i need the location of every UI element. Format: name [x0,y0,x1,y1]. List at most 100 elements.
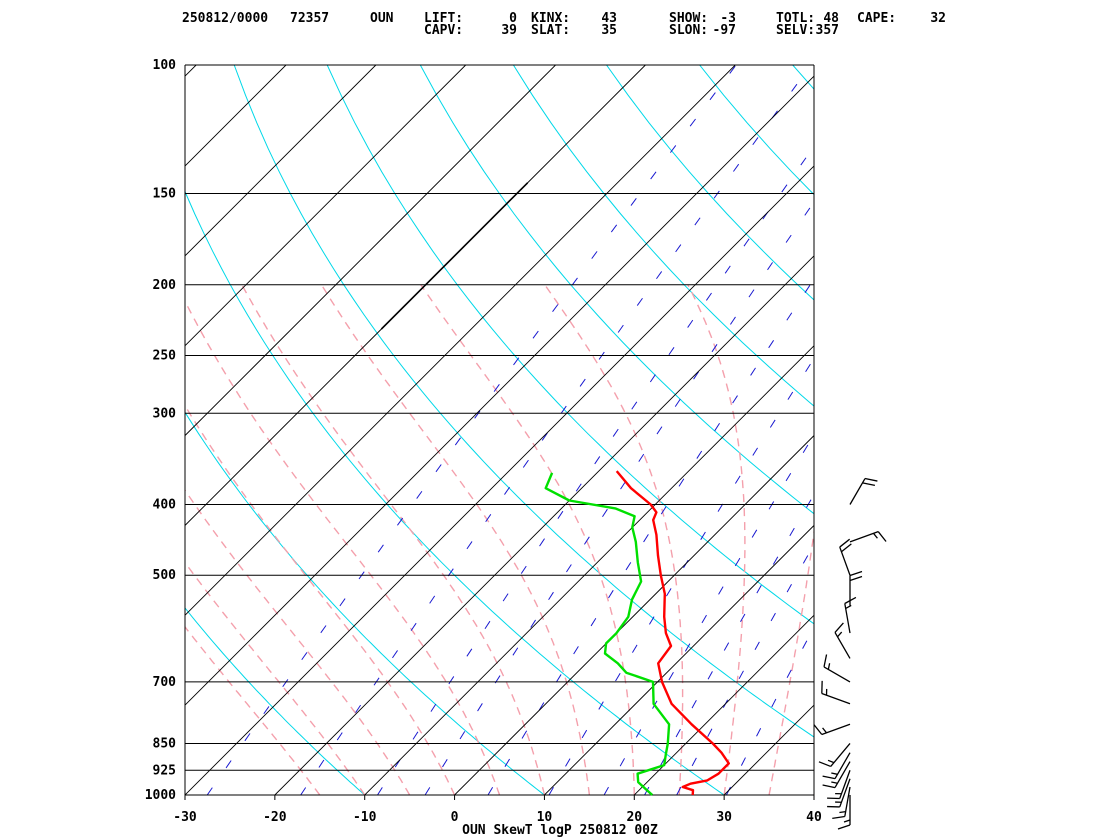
wind-barb [849,530,887,543]
header-field: OUN [370,11,394,26]
mixing-ratio-line [377,145,814,795]
temperature-tick-label: 0 [451,810,459,825]
pressure-tick-label: 200 [153,278,177,293]
header-field: KINX: [531,11,570,26]
header-field: 48 [823,11,839,26]
wind-barb-flag [832,815,845,820]
temperature-tick-label: 10 [537,810,553,825]
isotherm [185,75,814,706]
isotherm-highlight [380,182,529,330]
wind-barb-flag [837,631,843,638]
wind-barb [839,538,852,576]
moist-adiabat [420,284,635,795]
dry-adiabat [185,411,545,795]
wind-barb [827,778,851,808]
header-field: CAPE: [857,11,896,26]
isotherm [454,434,814,795]
mixing-ratio-line [725,626,814,795]
header-field: SLAT: [531,23,570,38]
isotherm [544,524,814,795]
wind-barb-flag [822,775,836,780]
isotherm [364,345,814,795]
wind-barb-flag [841,543,852,553]
pressure-tick-label: 500 [153,568,177,583]
temperature-axis: -30 -20 -10 0 10 20 30 40 [173,795,822,825]
mixing-ratio-line [206,65,737,795]
mixing-ratio-line [424,201,814,795]
isotherm [185,65,287,167]
pressure-tick-label: 400 [153,498,177,513]
wind-barb [849,570,863,606]
wind-barb [813,723,851,736]
chart-footer-title: OUN SkewT logP 250812 00Z [462,823,658,838]
moist-adiabat [687,284,746,795]
sounding-profiles [544,470,730,796]
pressure-tick-label: 925 [153,763,176,778]
pressure-axis: 100 150 200 250 300 400 500 700 850 925 1000 [145,58,176,803]
mixing-ratio-line [644,493,814,795]
header-field: 39 [501,23,517,38]
dry-adiabat [792,65,814,90]
wind-barb [834,622,851,659]
moist-adiabat [813,791,814,795]
moist-adiabat [768,526,814,795]
dry-adiabat [419,65,814,515]
header-field: 357 [816,23,839,38]
wind-barb [832,786,851,820]
wind-barb-flag [827,759,835,764]
temperature-tick-label: -10 [353,810,377,825]
dry-adiabat [185,190,725,795]
wind-barb-flag [849,570,863,577]
wind-barb [821,680,851,705]
moist-adiabat [185,299,501,795]
temperature-tick-label: 40 [806,810,822,825]
moist-adiabat [320,284,591,795]
wind-barbs [813,477,887,830]
isotherm [723,704,814,795]
isotherm [813,794,814,795]
header-field: 35 [601,23,617,38]
wind-barb-flag [813,724,823,735]
wind-barb [822,752,851,780]
wind-barb-staff [839,546,851,576]
mixing-ratio-line [300,65,812,795]
header-field: 32 [930,11,946,26]
isobars [184,64,815,796]
wind-barb-flag [822,784,836,789]
moist-adiabat [241,284,546,795]
header-field: 250812/0000 [182,11,268,26]
wind-barb-flag [843,819,851,823]
wind-barb [849,477,878,505]
wind-barb-staff [844,603,851,634]
header-field: 43 [601,11,617,26]
dry-adiabat [512,65,814,407]
isotherm [185,65,736,616]
header-field: TOTL: [776,11,815,26]
wind-barb-flag [818,761,831,768]
wind-barb [822,761,851,789]
isotherm [185,65,556,437]
isotherm [185,65,377,257]
wind-barb-flag [831,772,838,775]
moist-adiabat [185,404,456,795]
wind-barb-flag [831,781,838,784]
wind-barb [823,654,851,683]
header-field: -97 [713,23,736,38]
wind-barb-flag [839,810,846,814]
header-line-2: CAPV: 39 SLAT: 35 SLON: -97 SELV: 357 [424,23,839,38]
pressure-tick-label: 150 [153,187,177,202]
header-field: CAPV: [424,23,463,38]
isotherm [633,614,814,795]
moist-adiabat [185,561,366,795]
pressure-tick-label: 300 [153,406,177,421]
wind-barb-flag [864,477,878,482]
wind-barb-flag [845,604,852,610]
wind-barb-flag [834,622,844,633]
wind-barb [818,743,851,768]
isotherm [185,65,646,527]
wind-barb-flag [823,654,828,668]
temperature-tick-label: -30 [173,810,197,825]
pressure-tick-label: 850 [153,736,177,751]
moist-adiabat [185,625,321,795]
